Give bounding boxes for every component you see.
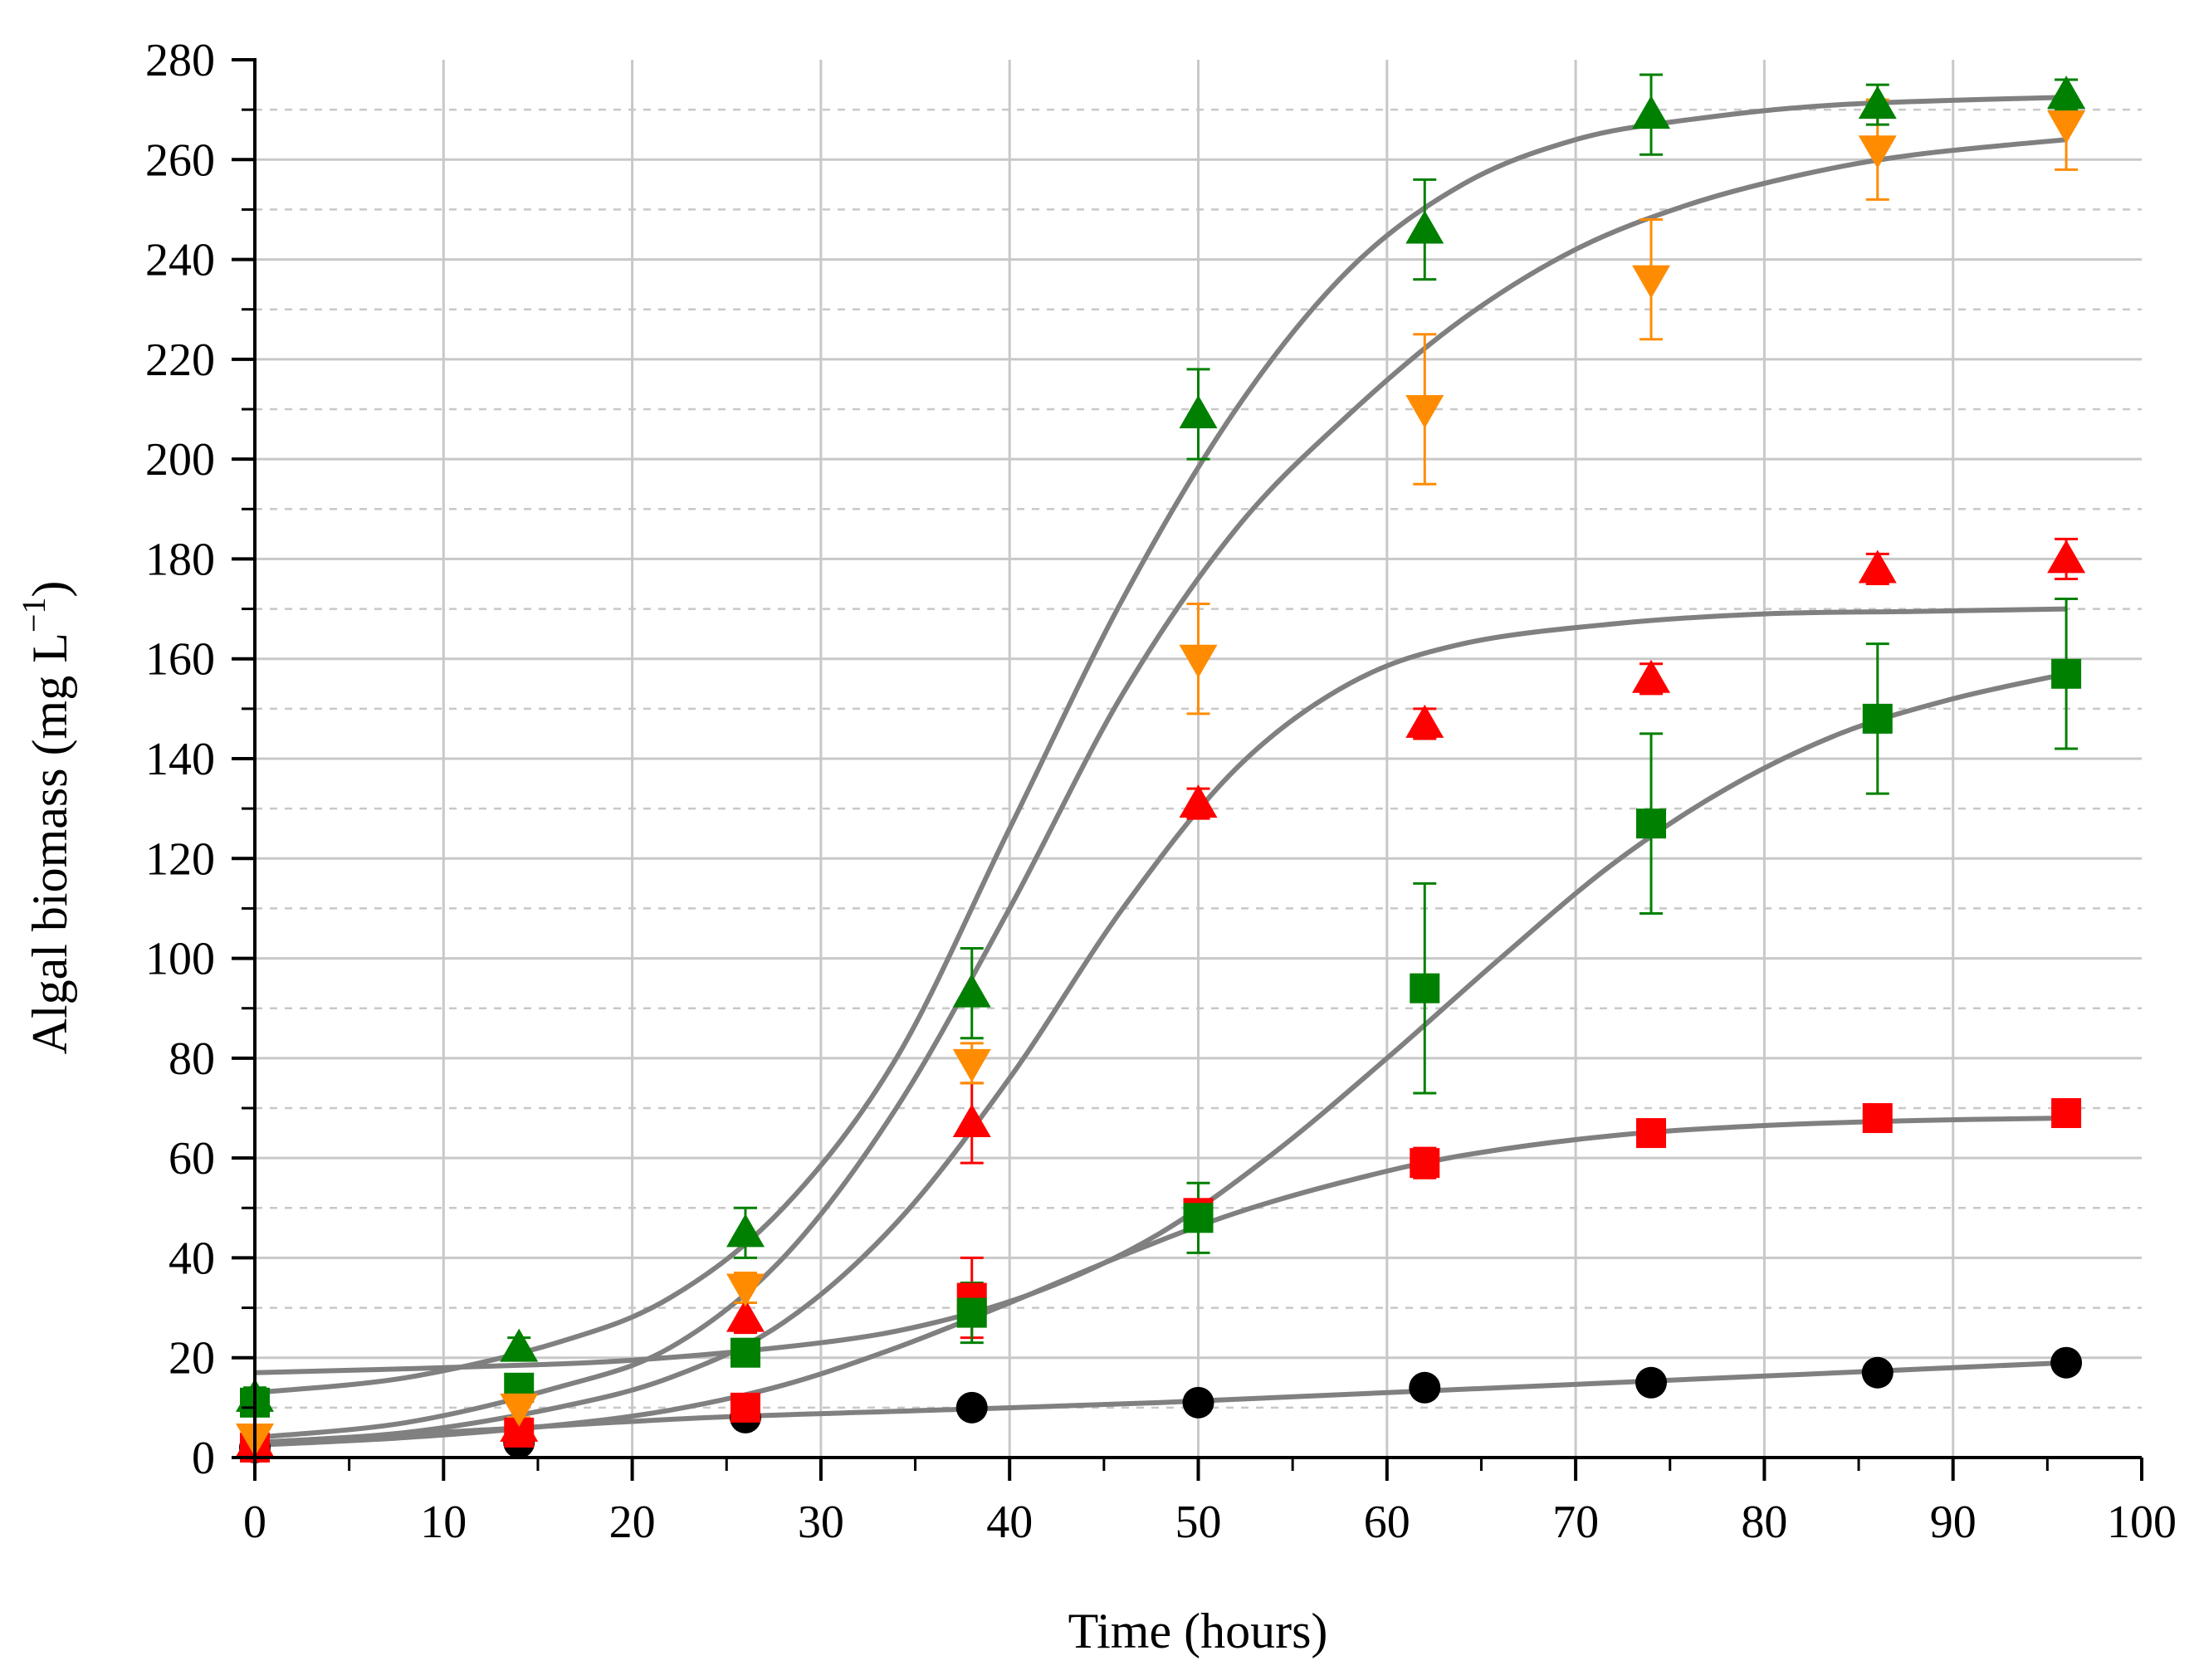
point-red-square <box>1636 1118 1667 1149</box>
point-orange-triangle-down <box>2047 110 2086 144</box>
point-green-triangle <box>1858 85 1897 120</box>
point-green-triangle <box>1179 395 1218 429</box>
y-axis-title: Algal biomass (mg L−1) <box>15 581 77 1055</box>
point-orange-triangle-down <box>726 1273 765 1307</box>
y-tick-label: 160 <box>145 634 215 686</box>
point-orange-triangle-down <box>1632 265 1671 299</box>
point-black-circle <box>2050 1346 2083 1379</box>
point-green-square <box>2051 658 2082 689</box>
x-tick-label: 20 <box>609 1497 656 1548</box>
point-green-square <box>730 1337 760 1368</box>
x-tick-label: 30 <box>798 1497 844 1548</box>
point-red-square <box>730 1392 760 1423</box>
point-red-triangle <box>1179 784 1218 818</box>
point-red-triangle <box>1405 704 1444 738</box>
fit-curve-red-triangle <box>254 606 2067 1445</box>
point-green-square <box>1410 973 1440 1004</box>
x-tick-label: 100 <box>2107 1497 2177 1548</box>
y-tick-label: 200 <box>145 434 215 486</box>
point-green-square <box>1862 703 1893 734</box>
x-tick-label: 90 <box>1930 1497 1977 1548</box>
point-green-triangle <box>952 974 991 1008</box>
point-orange-triangle-down <box>952 1048 991 1082</box>
point-black-circle <box>1409 1371 1441 1404</box>
x-tick-label: 0 <box>243 1497 266 1548</box>
fit-curves <box>254 95 2067 1448</box>
point-orange-triangle-down <box>1179 644 1218 678</box>
point-red-square <box>1410 1148 1440 1179</box>
y-tick-label: 280 <box>145 35 215 86</box>
point-red-triangle <box>952 1104 991 1138</box>
point-black-circle <box>955 1391 988 1424</box>
y-tick-label: 120 <box>145 833 215 885</box>
point-red-triangle <box>1632 659 1671 693</box>
point-green-triangle <box>726 1214 765 1248</box>
point-green-triangle <box>2047 76 2086 110</box>
tick-labels: 0 10 20 30 40 50 60 70 80 90 100 0 20 40 60 80 100 120 140… <box>145 35 2177 1548</box>
y-axis-title-superscript: −1 <box>15 598 52 633</box>
x-tick-label: 50 <box>1175 1497 1222 1548</box>
fit-curve-orange-triangle-down <box>254 137 2067 1440</box>
y-axis-title-main: Algal biomass (mg L <box>22 632 77 1054</box>
x-tick-label: 10 <box>420 1497 467 1548</box>
y-tick-label: 180 <box>145 534 215 585</box>
y-tick-label: 20 <box>169 1333 215 1385</box>
point-green-square <box>956 1297 987 1328</box>
point-orange-triangle-down <box>1858 135 1897 169</box>
axes <box>232 58 2143 1481</box>
y-tick-label: 60 <box>169 1133 215 1184</box>
y-tick-label: 240 <box>145 235 215 286</box>
y-tick-label: 100 <box>145 934 215 985</box>
fit-curve-green-square <box>254 671 2067 1375</box>
point-orange-triangle-down <box>1405 395 1444 428</box>
point-red-triangle <box>1858 549 1897 584</box>
point-black-circle <box>1182 1386 1214 1419</box>
x-tick-label: 60 <box>1364 1497 1410 1548</box>
y-tick-label: 260 <box>145 134 215 186</box>
y-tick-label: 140 <box>145 734 215 785</box>
y-tick-label: 80 <box>169 1033 215 1085</box>
x-tick-label: 70 <box>1552 1497 1599 1548</box>
x-axis-title: Time (hours) <box>1068 1604 1328 1658</box>
point-red-square <box>1862 1103 1893 1134</box>
point-red-triangle <box>726 1298 765 1332</box>
point-red-triangle <box>2047 540 2086 574</box>
y-tick-label: 220 <box>145 335 215 386</box>
point-green-triangle <box>500 1328 539 1362</box>
y-tick-label: 40 <box>169 1233 215 1284</box>
point-green-square <box>1183 1203 1214 1233</box>
point-black-circle <box>1635 1366 1668 1399</box>
x-tick-label: 40 <box>986 1497 1033 1548</box>
x-tick-label: 80 <box>1741 1497 1787 1548</box>
point-green-square <box>1636 808 1667 839</box>
point-red-square <box>2051 1098 2082 1129</box>
point-green-triangle <box>1632 95 1671 129</box>
y-axis-title-close: ) <box>22 581 77 598</box>
point-black-circle <box>1861 1356 1894 1389</box>
point-orange-triangle-down <box>500 1393 539 1427</box>
point-green-triangle <box>1405 210 1444 244</box>
y-tick-label: 0 <box>192 1433 215 1484</box>
